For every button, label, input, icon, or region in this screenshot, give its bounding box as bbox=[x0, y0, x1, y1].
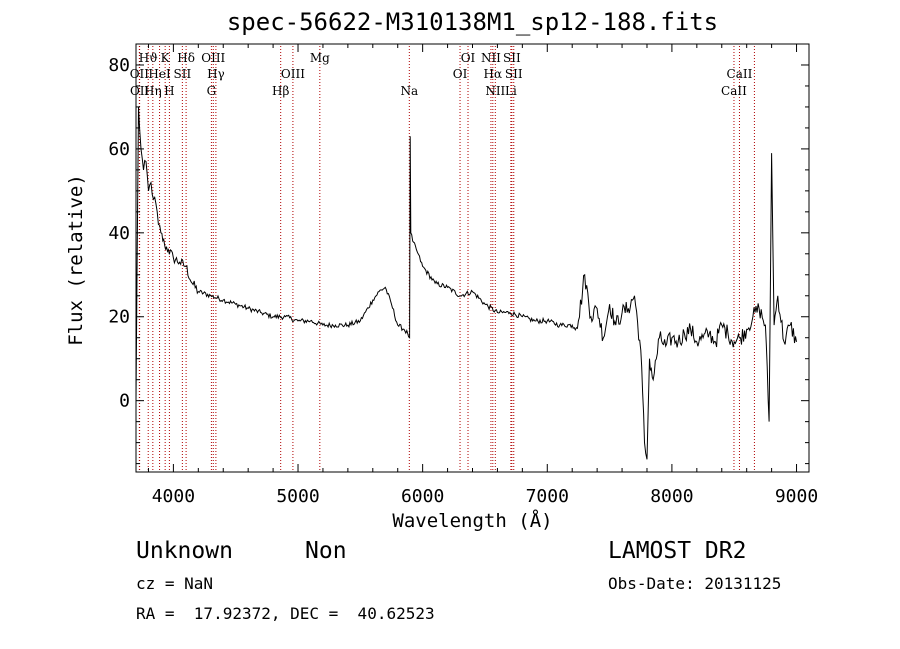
y-tick-label: 60 bbox=[108, 139, 130, 160]
line-marker-label: HeI bbox=[148, 67, 171, 81]
x-tick-label: 6000 bbox=[401, 486, 444, 507]
line-marker-label: K bbox=[161, 51, 171, 65]
redshift-cz: cz = NaN bbox=[136, 574, 214, 593]
y-tick-label: 40 bbox=[108, 223, 130, 244]
axis-ticks: 4000 5000 6000 7000 8000 9000 0 20 40 60 80 bbox=[108, 43, 818, 507]
line-marker-label: OI bbox=[453, 67, 468, 81]
x-tick-label: 8000 bbox=[650, 486, 693, 507]
ra-dec-coordinates: RA = 17.92372, DEC = 40.62523 bbox=[136, 604, 435, 623]
y-tick-label: 80 bbox=[108, 55, 130, 76]
x-tick-label: 9000 bbox=[775, 486, 818, 507]
y-tick-label: 20 bbox=[108, 307, 130, 328]
observation-date: Obs-Date: 20131125 bbox=[608, 574, 782, 593]
chart-title: spec-56622-M310138M1_sp12-188.fits bbox=[226, 8, 719, 36]
line-marker-label: H bbox=[164, 84, 174, 98]
x-tick-label: 7000 bbox=[526, 486, 569, 507]
line-marker-label: G bbox=[207, 84, 217, 98]
y-axis-label: Flux (relative) bbox=[65, 174, 87, 346]
line-marker-label: OII bbox=[130, 84, 150, 98]
x-tick-label: 5000 bbox=[276, 486, 319, 507]
line-marker-label: Mg bbox=[310, 51, 330, 65]
plot-frame bbox=[135, 43, 810, 473]
line-marker-label: Na bbox=[400, 84, 418, 98]
line-marker-label: Hη bbox=[144, 84, 162, 98]
object-subclass: Non bbox=[305, 538, 347, 564]
line-marker-label: OIII bbox=[201, 51, 225, 65]
line-marker-label: Hγ bbox=[207, 67, 225, 81]
line-marker-label: CaII bbox=[721, 84, 747, 98]
line-marker-label: Hϑ bbox=[139, 51, 158, 65]
line-marker-label: SII bbox=[503, 51, 521, 65]
line-marker-label: Hδ bbox=[177, 51, 195, 65]
line-marker-label: NII bbox=[481, 51, 501, 65]
line-marker-label: SII bbox=[174, 67, 192, 81]
line-marker-label: CaII bbox=[727, 67, 753, 81]
x-axis-label: Wavelength (Å) bbox=[392, 510, 553, 532]
line-marker-label: SII bbox=[505, 67, 523, 81]
x-tick-label: 4000 bbox=[152, 486, 195, 507]
line-marker-label: Hβ bbox=[272, 84, 289, 98]
line-marker-label: Li bbox=[505, 84, 517, 98]
line-marker-label: Hα bbox=[484, 67, 503, 81]
y-tick-label: 0 bbox=[119, 391, 130, 412]
line-marker-label: NII bbox=[485, 84, 505, 98]
spectrum-series-line bbox=[135, 106, 797, 460]
survey-name: LAMOST DR2 bbox=[608, 538, 747, 564]
line-marker-label: OIII bbox=[281, 67, 305, 81]
line-marker-label: OI bbox=[461, 51, 476, 65]
line-marker-label: OII bbox=[130, 67, 150, 81]
object-class: Unknown bbox=[136, 538, 233, 564]
